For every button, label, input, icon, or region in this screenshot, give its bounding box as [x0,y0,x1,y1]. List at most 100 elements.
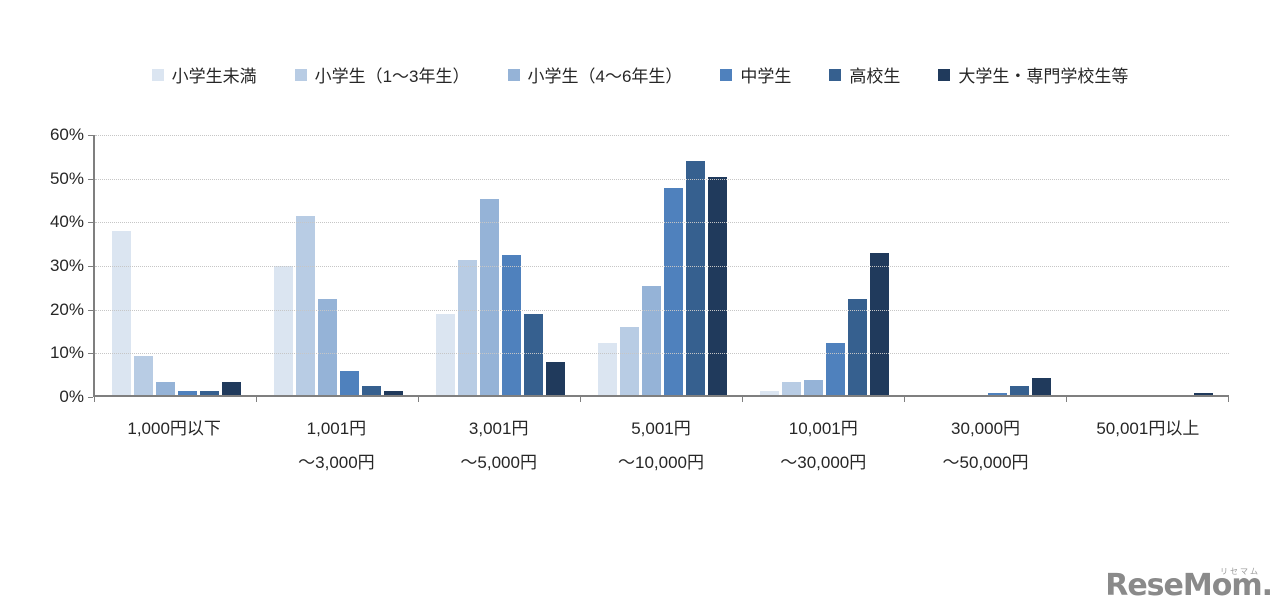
bar [339,370,359,395]
legend-label: 小学生（1〜3年生） [314,67,470,86]
y-axis-tick [88,178,93,180]
bar-group [581,135,743,395]
legend-label: 小学生未満 [171,67,257,86]
bar-group [905,135,1067,395]
y-tick-label: 30% [49,256,84,275]
bar [847,298,867,395]
bar [1009,386,1029,395]
x-axis-labels: 1,000円以下 1,001円 〜3,000円 3,001円 〜5,000円 5,001円… [93,412,1229,480]
resemom-logo-ruby: リセマム [1220,567,1260,576]
bar-group [419,135,581,395]
legend-label: 高校生 [849,67,901,86]
legend: 小学生未満 小学生（1〜3年生） 小学生（4〜6年生） 中学生 高校生 大学生・専門学校生… [0,62,1280,87]
bar [501,255,521,395]
x-tick-label: 1,000円以下 [93,412,255,480]
bar [597,342,617,395]
bar [707,176,727,395]
y-axis-tick [88,222,93,224]
x-axis-tick [417,397,419,402]
x-tick-label-line: 5,001円 [631,419,691,438]
gridline [95,178,1229,180]
legend-item: 小学生未満 [151,62,257,87]
x-tick-label-line: 〜30,000円 [780,453,867,472]
legend-color-swatch [507,68,520,81]
x-tick-label: 50,001円以上 [1067,412,1229,480]
plot-area [88,135,1229,402]
y-tick-label: 0% [59,387,84,406]
bar [781,381,801,395]
x-tick-label-line: 〜3,000円 [298,453,375,472]
bar-group [743,135,905,395]
x-tick-label-line: 30,000円 [951,419,1021,438]
legend-color-swatch [151,68,164,81]
bar [435,314,455,395]
x-tick-label-line: 〜50,000円 [942,453,1029,472]
legend-color-swatch [829,68,842,81]
y-tick-label: 50% [49,168,84,188]
legend-item: 小学生（4〜6年生） [507,62,683,87]
bar-group [1067,135,1229,395]
bar [523,314,543,395]
bar [177,390,197,395]
bar [1193,392,1213,395]
legend-label: 中学生 [740,67,792,86]
bar [869,253,889,395]
bar [221,381,241,395]
legend-item: 中学生 [720,62,791,87]
x-tick-label: 10,001円 〜30,000円 [742,412,904,480]
gridline [95,266,1229,267]
gridline [95,135,1229,136]
legend-color-swatch [720,68,733,81]
legend-item: 小学生（1〜3年生） [294,62,470,87]
y-tick-label: 20% [49,299,84,319]
bar [987,392,1007,395]
y-axis-tick [88,266,93,267]
resemom-logo-text: ReseMom. [1105,568,1273,603]
x-axis-tick [1228,397,1229,402]
x-tick-label-line: 3,001円 [468,419,529,438]
x-tick-label-line: 1,001円 [306,419,367,438]
x-tick-label-line: 〜10,000円 [617,453,704,472]
bar [479,198,499,395]
bar [133,355,153,395]
gridline [95,353,1229,355]
gridline [95,309,1229,311]
bar [295,215,315,395]
bar [199,390,219,395]
bar [685,161,705,395]
legend-color-swatch [294,68,307,81]
gridline [95,222,1229,224]
x-axis-tick [580,397,581,402]
y-tick-label: 40% [49,212,84,232]
bar [1031,377,1051,395]
x-tick-label: 1,001円 〜3,000円 [255,412,417,480]
legend-label: 大学生・専門学校生等 [958,67,1129,86]
bar-group [95,135,257,395]
x-tick-label: 5,001円 〜10,000円 [580,412,742,480]
x-axis-tick [741,397,743,402]
bar [803,379,823,395]
bar [155,381,175,395]
x-tick-label-line: 〜5,000円 [460,453,537,472]
x-tick-label-line: 1,000円以下 [127,419,221,438]
y-tick-label: 10% [49,343,84,363]
bar [759,390,779,395]
bar [361,386,381,395]
x-axis-tick [255,397,257,402]
bar [619,327,639,395]
y-axis-tick [88,135,93,136]
bar [317,298,337,395]
legend-label: 小学生（4〜6年生） [527,67,683,86]
y-tick-label: 60% [49,125,84,144]
x-axis-tick [94,397,95,402]
bar [663,187,683,395]
bar [273,266,293,395]
y-axis-tick [88,353,93,355]
x-tick-label-line: 10,001円 [788,419,858,438]
bar [383,390,403,395]
bar [545,362,565,395]
bars-layer [95,135,1229,395]
x-tick-label-line: 50,001円以上 [1096,419,1200,438]
legend-item: 大学生・専門学校生等 [938,62,1128,87]
